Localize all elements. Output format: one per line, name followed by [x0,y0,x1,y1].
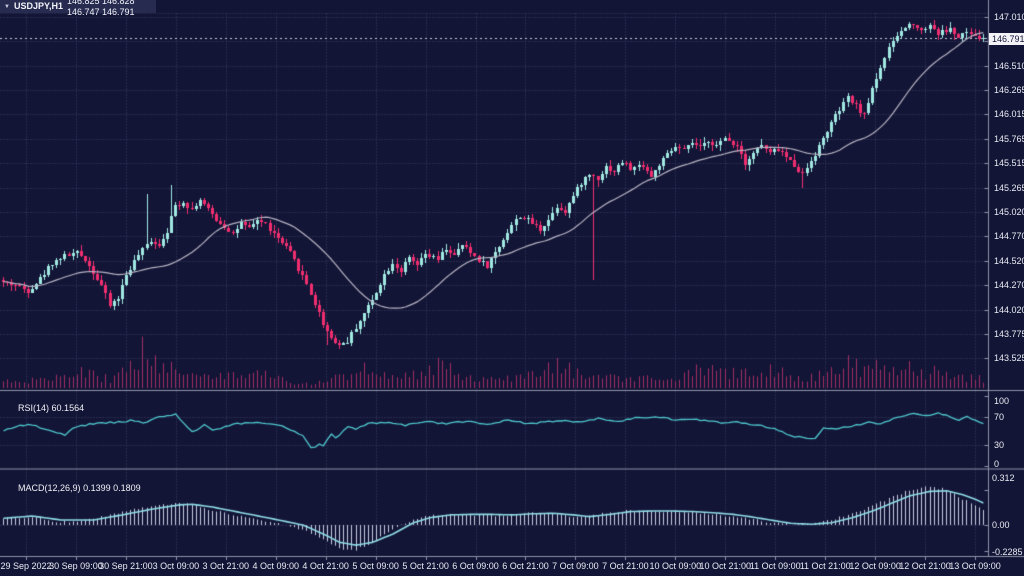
date-axis-label: 7 Oct 09:00 [552,561,599,571]
rsi-label-value: 60.1564 [51,403,85,413]
macd-axis-label: 0.312 [992,473,1015,483]
rsi-indicator-label: RSI(14) 60.1564 [8,393,84,423]
price-axis-label: 145.020 [994,206,1024,217]
price-axis-label: 144.270 [994,280,1024,291]
rsi-label-name: RSI(14) [18,403,50,413]
price-axis-label: 145.265 [994,182,1024,193]
price-axis-label: 146.265 [994,84,1024,95]
macd-label-value-signal: 0.1809 [113,483,141,493]
date-axis-label: 6 Oct 21:00 [502,561,549,571]
date-axis-label: 29 Sep 2022 [0,561,52,571]
date-axis-label: 7 Oct 21:00 [602,561,649,571]
macd-label-name: MACD(12,26,9) [18,483,81,493]
chart-ohlc-values: 146.825 146.828 146.747 146.791 [66,0,135,17]
price-axis-label: 145.515 [994,158,1024,169]
date-axis-label: 30 Sep 09:00 [49,561,103,571]
date-axis-label: 12 Oct 09:00 [849,561,901,571]
date-axis-label: 13 Oct 09:00 [949,561,1001,571]
date-axis-label: 6 Oct 09:00 [452,561,499,571]
date-axis-label: 11 Oct 21:00 [799,561,851,571]
price-axis-label: 144.770 [994,231,1024,242]
date-axis-label: 5 Oct 21:00 [402,561,449,571]
rsi-axis-label: 100 [994,396,1010,406]
date-axis-label: 10 Oct 21:00 [699,561,752,571]
symbol-dropdown-icon[interactable]: ▼ [4,3,10,10]
macd-label-value-main: 0.1399 [83,483,111,493]
chart-title-bar: ▼ USDJPY,H1 146.825 146.828 146.747 146.… [0,0,156,17]
date-axis-label: 11 Oct 09:00 [749,561,801,571]
date-axis-label: 4 Oct 21:00 [302,561,349,571]
price-axis-label: 147.010 [994,12,1024,22]
chart-symbol-label: USDJPY,H1 [13,1,63,11]
date-axis-label: 10 Oct 09:00 [649,561,702,571]
macd-axis-label: -0.2285 [992,547,1023,557]
price-axis-label: 144.020 [994,304,1024,315]
date-axis-label: 4 Oct 09:00 [252,561,299,571]
date-axis-label: 12 Oct 21:00 [899,561,951,571]
price-axis-label: 146.015 [994,109,1024,120]
macd-indicator-label: MACD(12,26,9) 0.1399 0.1809 [8,473,141,503]
price-axis-label: 143.775 [994,328,1024,339]
date-axis-label: 30 Sep 21:00 [99,561,153,571]
date-axis-label: 3 Oct 09:00 [152,561,200,571]
price-axis-label: 143.525 [994,353,1024,363]
price-axis-label: 144.520 [994,255,1024,266]
rsi-axis-label: 0 [994,459,1000,469]
date-axis-label: 5 Oct 09:00 [352,561,399,571]
macd-axis-label: 0.00 [992,520,1010,530]
current-price-badge: 146.791 [989,33,1024,45]
rsi-axis-label: 30 [994,440,1005,450]
price-axis-label: 146.510 [994,60,1024,71]
price-axis-label: 145.765 [994,133,1024,144]
date-axis-label: 3 Oct 21:00 [202,561,250,571]
rsi-axis-label: 70 [994,412,1005,422]
